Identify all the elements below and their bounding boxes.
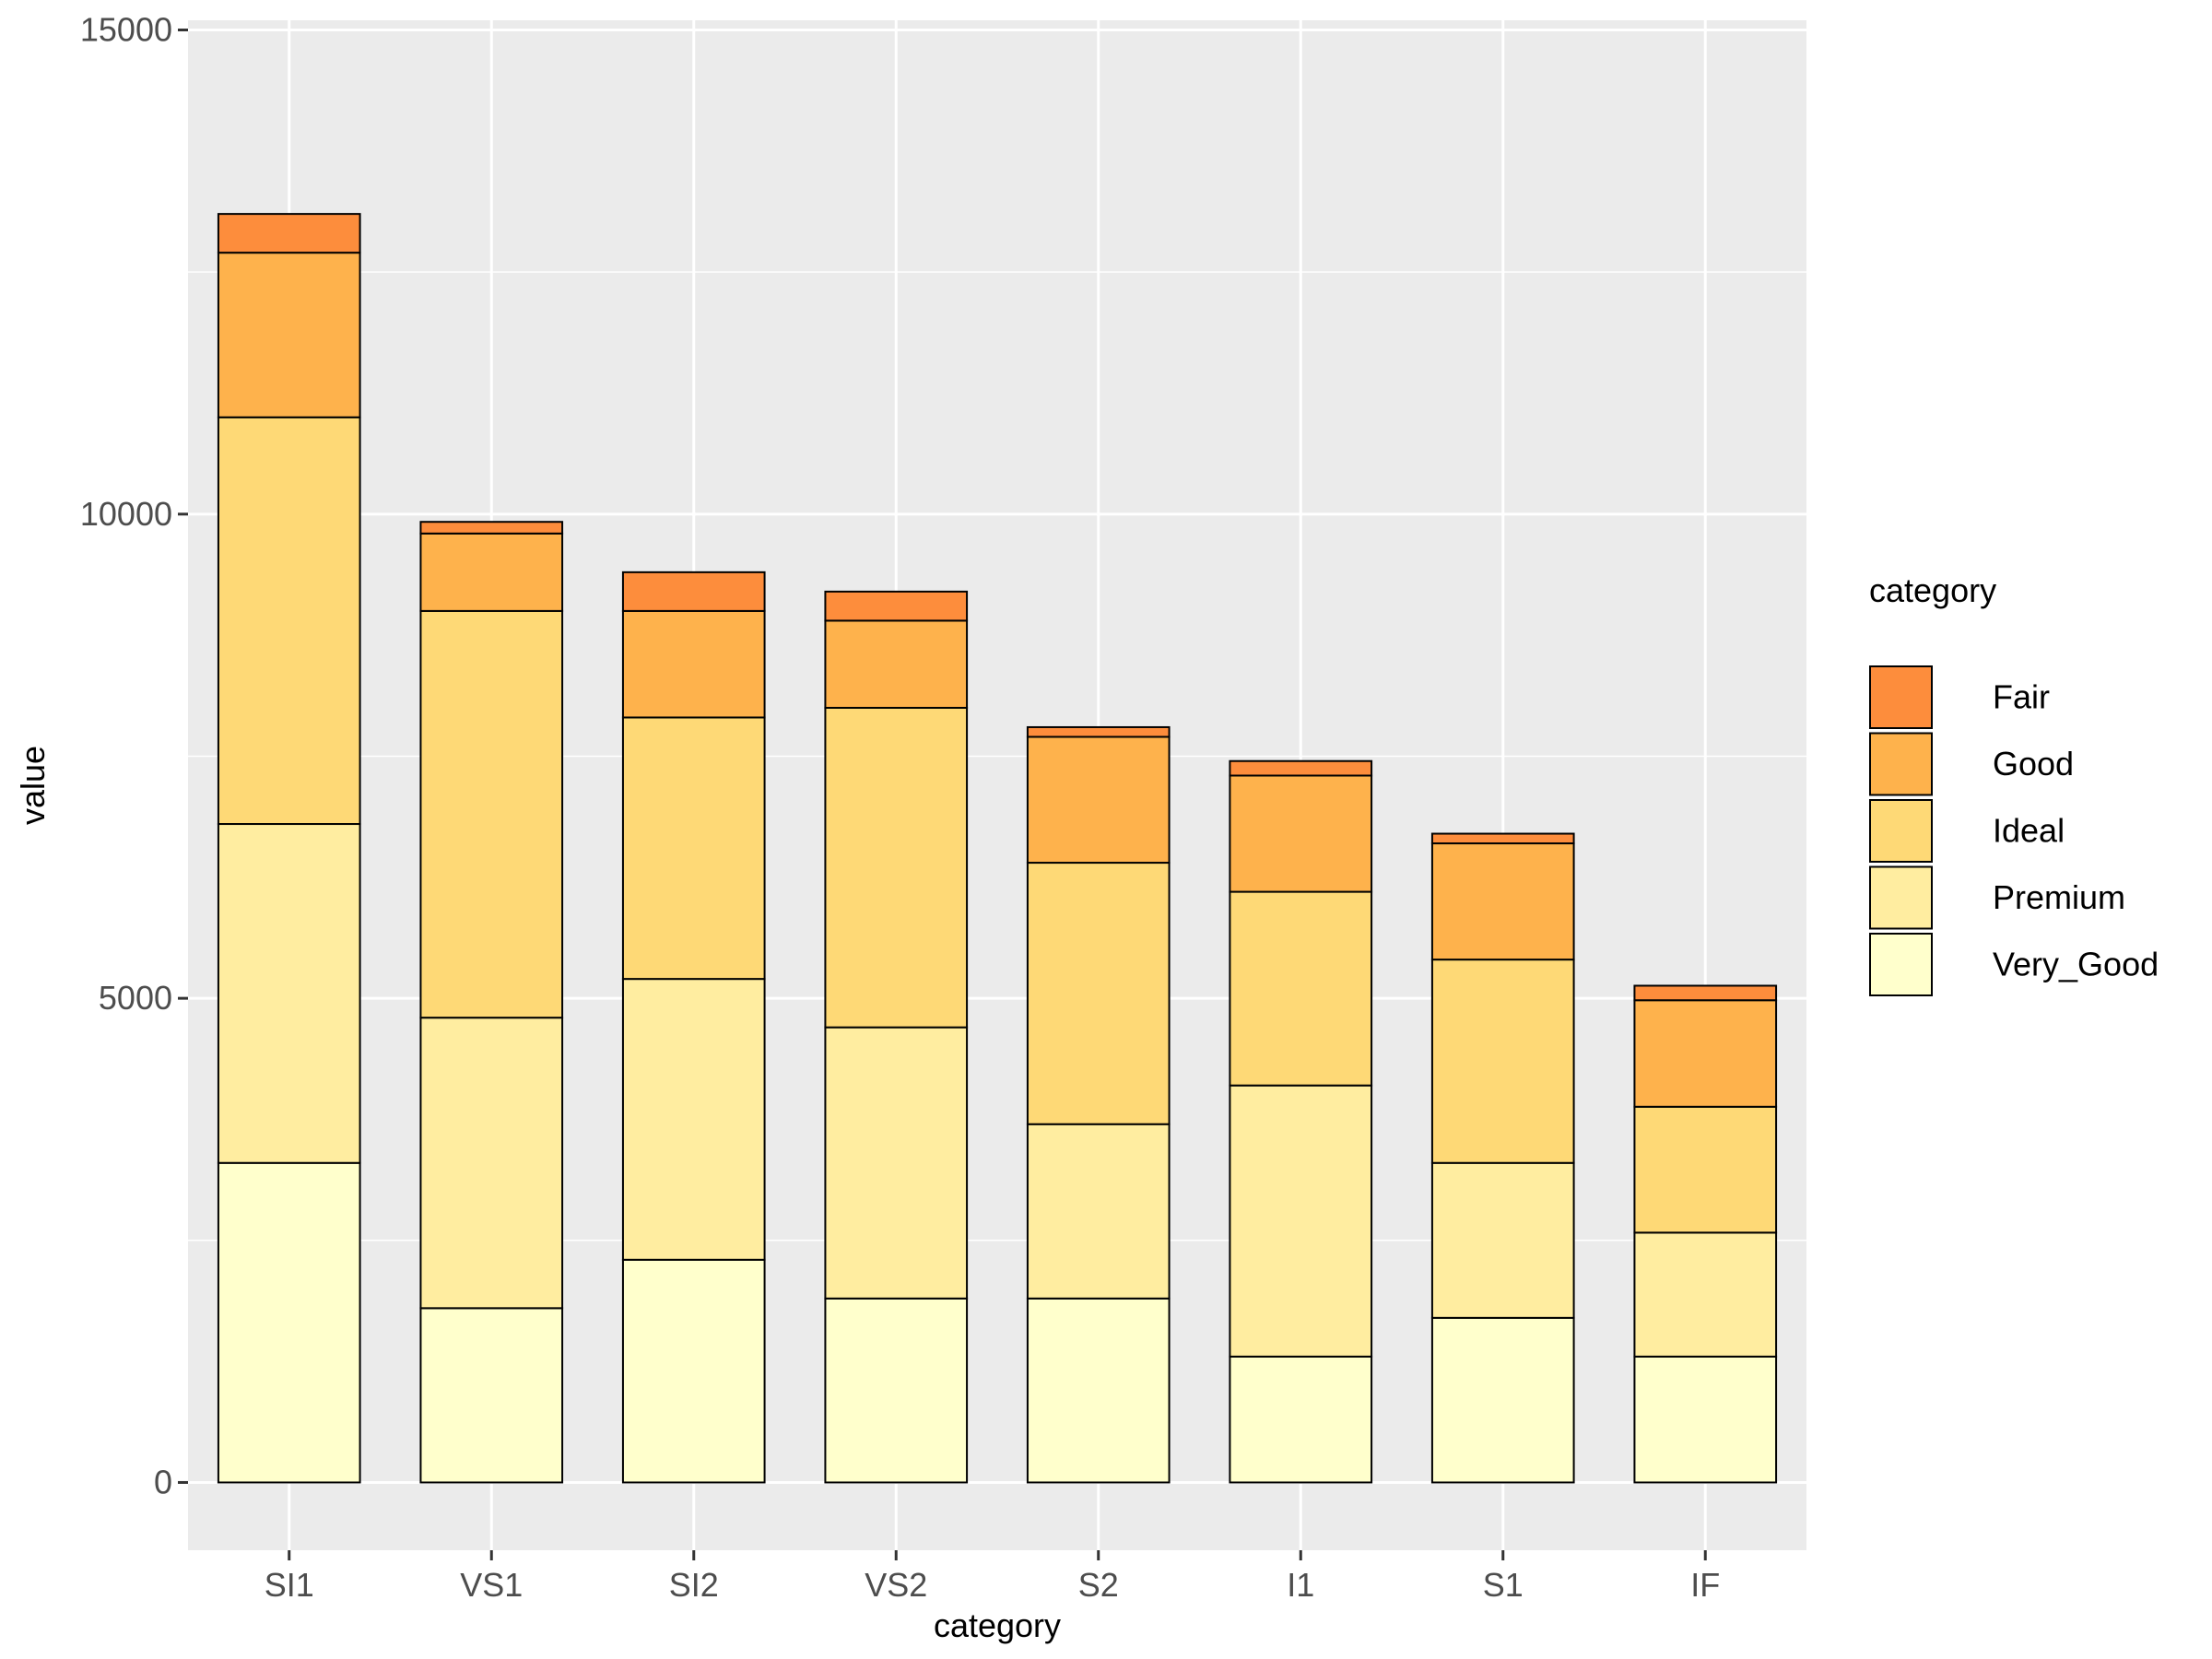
bar-segment-SI1-Very_Good xyxy=(217,1161,361,1484)
bar-segment-SI1-Good xyxy=(217,252,361,418)
bars xyxy=(217,213,1778,1484)
bar-segment-S2-Premium xyxy=(1026,1123,1171,1300)
legend-swatch-Very_Good xyxy=(1869,933,1933,996)
bar-segment-VS1-Very_Good xyxy=(419,1307,564,1484)
y-tick-label: 5000 xyxy=(99,979,172,1017)
bar-segment-SI2-Premium xyxy=(621,978,766,1261)
bar-segment-I1-Fair xyxy=(1229,759,1373,777)
bar-segment-VS2-Fair xyxy=(824,590,969,622)
y-tick-label: 0 xyxy=(154,1463,172,1500)
bar-segment-IF-Ideal xyxy=(1633,1105,1778,1234)
bar-segment-VS1-Premium xyxy=(419,1017,564,1310)
legend-label-Fair: Fair xyxy=(1993,678,2050,716)
legend: category Fair Good Ideal Premium Very_Good xyxy=(1869,571,2159,996)
bar-segment-VS1-Good xyxy=(419,532,564,612)
bar-segment-IF-Good xyxy=(1633,999,1778,1108)
bar-segment-S1-Fair xyxy=(1430,832,1575,845)
bar-segment-SI1-Premium xyxy=(217,823,361,1164)
bar-segment-SI2-Fair xyxy=(621,571,766,612)
bar-segment-SI2-Very_Good xyxy=(621,1258,766,1484)
legend-swatch-Ideal xyxy=(1869,799,1933,863)
bar-segment-S2-Very_Good xyxy=(1026,1297,1171,1484)
bar-segment-I1-Very_Good xyxy=(1229,1355,1373,1484)
bar-segment-S1-Ideal xyxy=(1430,959,1575,1164)
y-axis-title: value xyxy=(14,746,52,825)
bar-segment-VS1-Ideal xyxy=(419,609,564,1019)
x-tick-label-S2: S2 xyxy=(1078,1566,1119,1604)
legend-swatch-Premium xyxy=(1869,865,1933,930)
bar-segment-IF-Premium xyxy=(1633,1231,1778,1358)
x-tick-label-SI1: SI1 xyxy=(265,1566,314,1604)
legend-swatch-Good xyxy=(1869,732,1933,796)
bar-segment-VS2-Ideal xyxy=(824,706,969,1029)
bar-segment-S2-Ideal xyxy=(1026,862,1171,1125)
bar-segment-I1-Ideal xyxy=(1229,890,1373,1087)
bar-segment-I1-Good xyxy=(1229,774,1373,893)
x-tick-label-S1: S1 xyxy=(1483,1566,1524,1604)
legend-title: category xyxy=(1869,571,1996,609)
bar-segment-I1-Premium xyxy=(1229,1084,1373,1358)
x-tick-label-IF: IF xyxy=(1690,1566,1720,1604)
bar-segment-IF-Very_Good xyxy=(1633,1355,1778,1484)
bar-segment-S2-Good xyxy=(1026,735,1171,865)
legend-label-Good: Good xyxy=(1993,745,2074,782)
x-tick-label-VS2: VS2 xyxy=(865,1566,927,1604)
legend-label-Ideal: Ideal xyxy=(1993,812,2065,850)
legend-label-Very_Good: Very_Good xyxy=(1993,946,2159,983)
bar-segment-VS2-Premium xyxy=(824,1026,969,1300)
x-tick-label-SI2: SI2 xyxy=(669,1566,719,1604)
legend-label-Premium: Premium xyxy=(1993,878,2125,916)
x-tick-label-VS1: VS1 xyxy=(460,1566,523,1604)
bar-segment-S2-Fair xyxy=(1026,725,1171,738)
bar-segment-IF-Fair xyxy=(1633,984,1778,1002)
y-tick-label: 15000 xyxy=(80,11,172,49)
bar-segment-SI2-Good xyxy=(621,609,766,719)
bar-segment-SI1-Fair xyxy=(217,213,361,254)
bar-segment-VS1-Fair xyxy=(419,521,564,535)
bar-segment-S1-Premium xyxy=(1430,1161,1575,1319)
axes: 0 5000 10000 15000 SI1 VS1 SI2 VS2 S2 I1 S1 IF xyxy=(80,11,1720,1604)
x-tick-label-I1: I1 xyxy=(1287,1566,1314,1604)
bar-segment-VS2-Good xyxy=(824,619,969,709)
bar-segment-S1-Good xyxy=(1430,842,1575,961)
bar-segment-SI1-Ideal xyxy=(217,416,361,826)
bar-segment-S1-Very_Good xyxy=(1430,1316,1575,1484)
x-axis-title: category xyxy=(934,1606,1061,1644)
bar-segment-SI2-Ideal xyxy=(621,716,766,981)
legend-swatch-Fair xyxy=(1869,665,1933,729)
bar-segment-VS2-Very_Good xyxy=(824,1297,969,1484)
y-tick-label: 10000 xyxy=(80,495,172,533)
